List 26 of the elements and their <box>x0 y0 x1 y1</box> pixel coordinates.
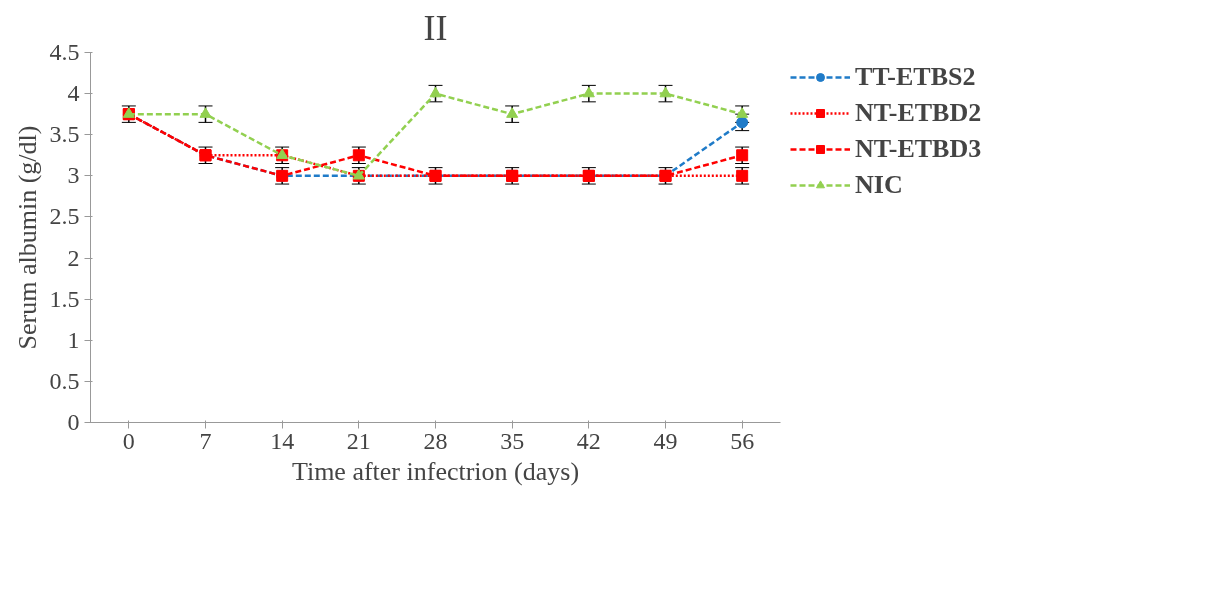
legend-label: NIC <box>855 170 903 200</box>
y-tick-label: 1 <box>67 326 80 353</box>
y-tick-label: 2 <box>67 244 80 271</box>
x-tick-label: 0 <box>122 427 135 454</box>
y-tick-label: 0.5 <box>49 367 80 394</box>
chart-title: II <box>423 7 448 48</box>
y-tick-label: 4.5 <box>49 39 80 65</box>
x-tick-label: 42 <box>576 427 601 454</box>
legend-label: NT-ETBD2 <box>855 98 982 128</box>
legend-label: NT-ETBD3 <box>855 134 982 164</box>
x-tick-label: 14 <box>270 427 295 454</box>
y-tick-label: 2.5 <box>49 203 80 230</box>
y-tick-label: 3.5 <box>49 121 80 148</box>
x-tick-label: 56 <box>730 427 755 454</box>
x-tick-label: 49 <box>653 427 678 454</box>
legend-label: TT-ETBS2 <box>855 62 976 92</box>
y-tick-label: 3 <box>67 162 80 189</box>
y-axis-title: Serum albumin (g/dl) <box>12 125 42 350</box>
y-tick-label: 4 <box>67 80 80 107</box>
x-tick-label: 21 <box>346 427 371 454</box>
x-tick-label: 35 <box>500 427 525 454</box>
x-tick-label: 7 <box>199 427 212 454</box>
y-tick-label: 1.5 <box>49 285 80 312</box>
x-tick-label: 28 <box>423 427 448 454</box>
x-axis-title: Time after infectrion (days) <box>291 456 580 486</box>
y-tick-label: 0 <box>67 409 80 435</box>
